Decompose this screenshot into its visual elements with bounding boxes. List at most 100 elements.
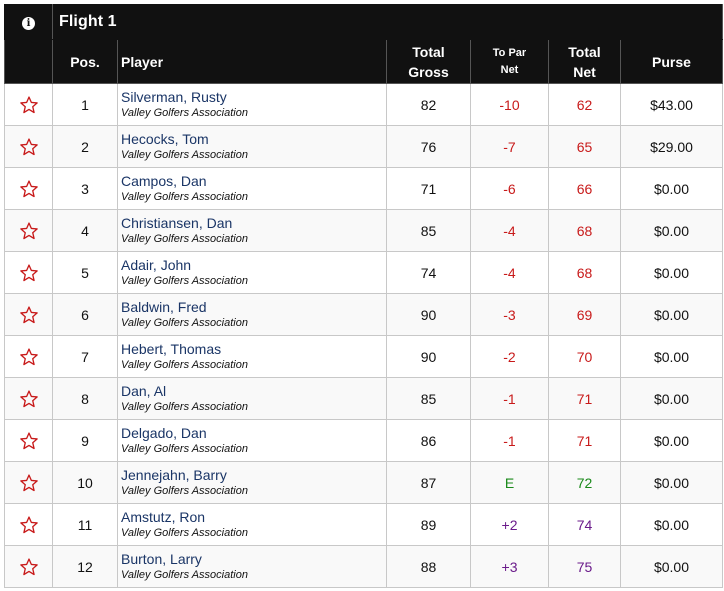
favorite-star-button[interactable] xyxy=(4,125,53,168)
total-gross-cell: 74 xyxy=(386,251,471,294)
star-icon xyxy=(19,515,38,533)
player-club: Valley Golfers Association xyxy=(121,106,248,119)
player-club: Valley Golfers Association xyxy=(121,148,248,161)
favorite-star-button[interactable] xyxy=(4,293,53,336)
player-cell: Campos, Dan Valley Golfers Association xyxy=(117,167,387,210)
total-gross-cell: 71 xyxy=(386,167,471,210)
total-gross-cell: 86 xyxy=(386,419,471,462)
pos-cell: 12 xyxy=(52,545,118,588)
total-net-cell: 65 xyxy=(548,125,621,168)
star-icon xyxy=(19,179,38,197)
col-purse[interactable]: Purse xyxy=(620,39,723,84)
col-total-net[interactable]: Total Net xyxy=(548,39,621,84)
table-row[interactable]: 6 Baldwin, Fred Valley Golfers Association… xyxy=(4,293,723,336)
to-par-net-cell: +3 xyxy=(470,545,549,588)
table-row[interactable]: 7 Hebert, Thomas Valley Golfers Associatio… xyxy=(4,335,723,378)
player-name-link[interactable]: Amstutz, Ron xyxy=(121,508,206,525)
player-club: Valley Golfers Association xyxy=(121,484,248,497)
player-club: Valley Golfers Association xyxy=(121,526,248,539)
purse-cell: $0.00 xyxy=(620,461,723,504)
total-gross-cell: 76 xyxy=(386,125,471,168)
player-cell: Hecocks, Tom Valley Golfers Association xyxy=(117,125,387,168)
flight-title: Flight 1 xyxy=(59,13,117,30)
col-favorite xyxy=(4,39,53,84)
player-name-link[interactable]: Dan, Al xyxy=(121,382,167,399)
pos-cell: 6 xyxy=(52,293,118,336)
favorite-star-button[interactable] xyxy=(4,545,53,588)
star-icon xyxy=(19,95,38,113)
total-gross-cell: 85 xyxy=(386,209,471,252)
purse-cell: $0.00 xyxy=(620,419,723,462)
table-row[interactable]: 5 Adair, John Valley Golfers Association 74… xyxy=(4,251,723,294)
to-par-net-cell: -3 xyxy=(470,293,549,336)
pos-cell: 3 xyxy=(52,167,118,210)
player-name-link[interactable]: Hebert, Thomas xyxy=(121,340,222,357)
table-row[interactable]: 4 Christiansen, Dan Valley Golfers Associa… xyxy=(4,209,723,252)
column-header-row: Pos. Player Total Gross To Par Net Total… xyxy=(4,39,723,84)
favorite-star-button[interactable] xyxy=(4,209,53,252)
player-club: Valley Golfers Association xyxy=(121,358,248,371)
info-button[interactable]: i xyxy=(4,4,53,40)
total-net-cell: 68 xyxy=(548,209,621,252)
player-club: Valley Golfers Association xyxy=(121,316,248,329)
table-row[interactable]: 8 Dan, Al Valley Golfers Association 85 -1 71… xyxy=(4,377,723,420)
total-gross-cell: 87 xyxy=(386,461,471,504)
favorite-star-button[interactable] xyxy=(4,167,53,210)
player-name-link[interactable]: Hecocks, Tom xyxy=(121,130,209,147)
player-name-link[interactable]: Adair, John xyxy=(121,256,192,273)
total-net-cell: 71 xyxy=(548,377,621,420)
pos-cell: 8 xyxy=(52,377,118,420)
pos-cell: 11 xyxy=(52,503,118,546)
total-net-cell: 62 xyxy=(548,83,621,126)
favorite-star-button[interactable] xyxy=(4,335,53,378)
purse-cell: $0.00 xyxy=(620,377,723,420)
table-row[interactable]: 12 Burton, Larry Valley Golfers Associatio… xyxy=(4,545,723,588)
table-row[interactable]: 9 Delgado, Dan Valley Golfers Association 8… xyxy=(4,419,723,462)
favorite-star-button[interactable] xyxy=(4,83,53,126)
player-cell: Hebert, Thomas Valley Golfers Association xyxy=(117,335,387,378)
star-icon xyxy=(19,305,38,323)
player-name-link[interactable]: Burton, Larry xyxy=(121,550,202,567)
pos-cell: 10 xyxy=(52,461,118,504)
table-row[interactable]: 1 Silverman, Rusty Valley Golfers Associat… xyxy=(4,83,723,126)
favorite-star-button[interactable] xyxy=(4,461,53,504)
to-par-net-cell: +2 xyxy=(470,503,549,546)
player-cell: Christiansen, Dan Valley Golfers Associat… xyxy=(117,209,387,252)
total-gross-cell: 85 xyxy=(386,377,471,420)
purse-cell: $0.00 xyxy=(620,209,723,252)
to-par-net-cell: -1 xyxy=(470,377,549,420)
player-name-link[interactable]: Silverman, Rusty xyxy=(121,88,227,105)
player-name-link[interactable]: Christiansen, Dan xyxy=(121,214,233,231)
player-cell: Jennejahn, Barry Valley Golfers Associati… xyxy=(117,461,387,504)
player-name-link[interactable]: Jennejahn, Barry xyxy=(121,466,227,483)
player-name-link[interactable]: Campos, Dan xyxy=(121,172,207,189)
to-par-net-cell: -10 xyxy=(470,83,549,126)
favorite-star-button[interactable] xyxy=(4,251,53,294)
info-icon: i xyxy=(22,17,35,30)
star-icon xyxy=(19,221,38,239)
favorite-star-button[interactable] xyxy=(4,419,53,462)
player-club: Valley Golfers Association xyxy=(121,274,248,287)
col-pos[interactable]: Pos. xyxy=(52,39,118,84)
total-net-cell: 75 xyxy=(548,545,621,588)
to-par-net-cell: -4 xyxy=(470,209,549,252)
table-row[interactable]: 10 Jennejahn, Barry Valley Golfers Associa… xyxy=(4,461,723,504)
table-row[interactable]: 2 Hecocks, Tom Valley Golfers Association 7… xyxy=(4,125,723,168)
to-par-net-cell: -6 xyxy=(470,167,549,210)
col-to-par-net[interactable]: To Par Net xyxy=(470,39,549,84)
table-row[interactable]: 11 Amstutz, Ron Valley Golfers Association… xyxy=(4,503,723,546)
favorite-star-button[interactable] xyxy=(4,503,53,546)
player-name-link[interactable]: Delgado, Dan xyxy=(121,424,207,441)
total-net-cell: 68 xyxy=(548,251,621,294)
col-total-gross-line1: Total xyxy=(412,43,445,60)
col-to-par-line2: Net xyxy=(500,63,519,76)
table-row[interactable]: 3 Campos, Dan Valley Golfers Association 71… xyxy=(4,167,723,210)
purse-cell: $0.00 xyxy=(620,293,723,336)
col-player[interactable]: Player xyxy=(117,39,387,84)
player-name-link[interactable]: Baldwin, Fred xyxy=(121,298,207,315)
player-club: Valley Golfers Association xyxy=(121,232,248,245)
favorite-star-button[interactable] xyxy=(4,377,53,420)
pos-cell: 5 xyxy=(52,251,118,294)
player-cell: Baldwin, Fred Valley Golfers Association xyxy=(117,293,387,336)
col-total-gross[interactable]: Total Gross xyxy=(386,39,471,84)
